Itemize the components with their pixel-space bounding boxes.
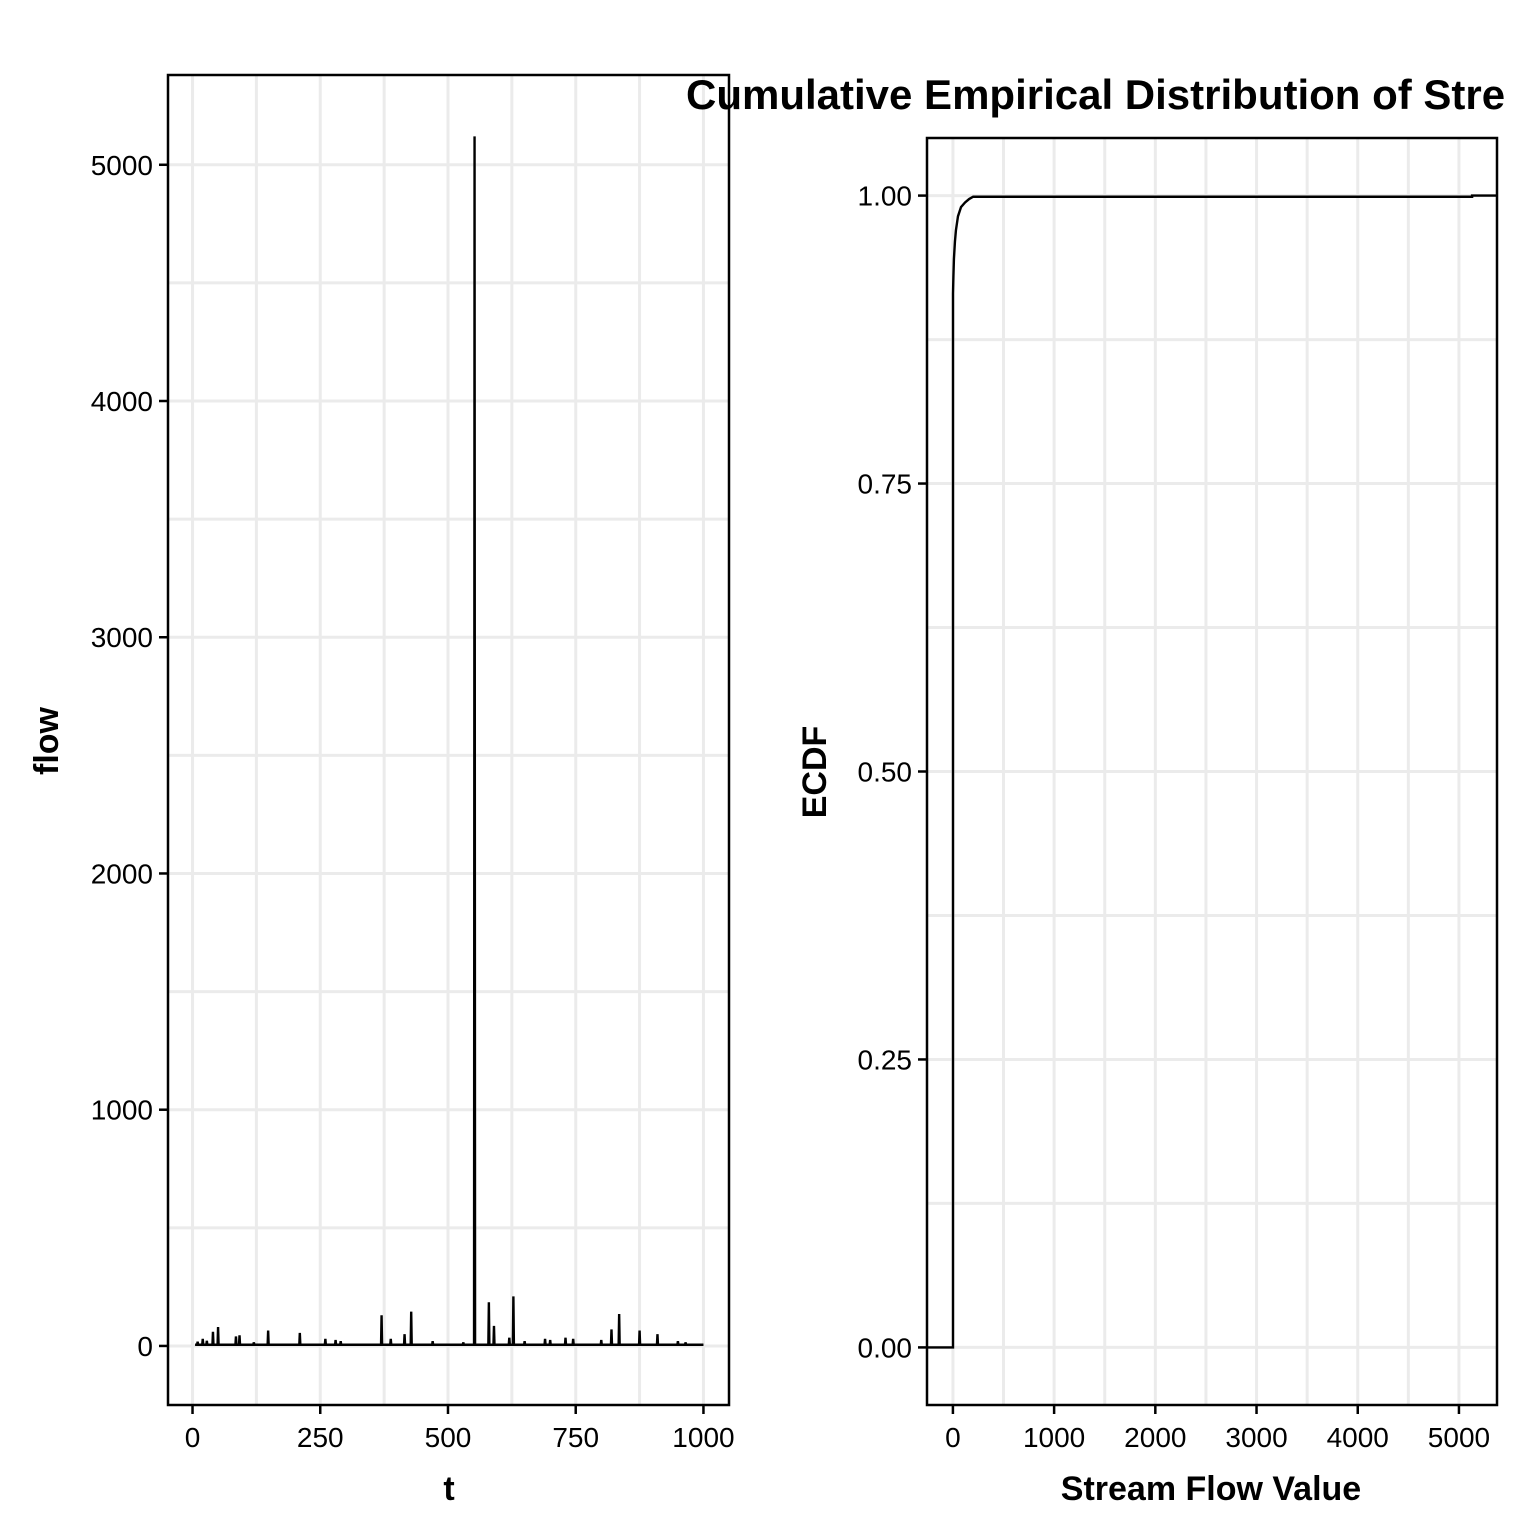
flow-x-tick-label: 750 [552, 1422, 599, 1453]
flow-y-tick-label: 5000 [91, 150, 153, 181]
ecdf-x-tick-label: 0 [945, 1422, 961, 1453]
flow-y-axis-title: flow [28, 706, 66, 775]
flow-y-tick-label: 0 [137, 1331, 153, 1362]
ecdf-y-tick-label: 0.50 [858, 757, 913, 788]
flow-x-tick-label: 250 [297, 1422, 344, 1453]
flow-y-tick-label: 1000 [91, 1095, 153, 1126]
ecdf-x-tick-label: 4000 [1327, 1422, 1389, 1453]
ecdf-y-axis: 0.00 0.25 0.50 0.75 1.00 [858, 181, 927, 1363]
ecdf-x-tick-label: 5000 [1428, 1422, 1490, 1453]
ecdf-x-tick-label: 1000 [1023, 1422, 1085, 1453]
ecdf-x-tick-label: 3000 [1225, 1422, 1287, 1453]
ecdf-panel: 0 1000 2000 3000 4000 5000 0.00 0.25 0.50 0.75 1.… [796, 136, 1499, 1508]
ecdf-series-line [927, 194, 1497, 1349]
flow-series-line [195, 136, 704, 1346]
flow-y-tick-label: 4000 [91, 386, 153, 417]
flow-x-tick-label: 1000 [672, 1422, 734, 1453]
flow-x-axis: 0 250 500 750 1000 [185, 1405, 735, 1453]
ecdf-chart-title: Cumulative Empirical Distribution of Str… [686, 71, 1505, 118]
ecdf-x-axis-title: Stream Flow Value [1061, 1470, 1361, 1508]
ecdf-y-axis-title: ECDF [796, 726, 834, 819]
ecdf-x-tick-label: 2000 [1124, 1422, 1186, 1453]
flow-y-axis: 0 1000 2000 3000 4000 5000 [91, 150, 168, 1362]
ecdf-y-tick-label: 0.25 [858, 1044, 913, 1075]
ecdf-y-tick-label: 0.75 [858, 469, 913, 500]
ecdf-grid [927, 138, 1497, 1405]
flow-x-axis-title: t [443, 1470, 454, 1508]
ecdf-x-axis: 0 1000 2000 3000 4000 5000 [945, 1405, 1490, 1453]
flow-grid [168, 75, 729, 1405]
flow-y-tick-label: 2000 [91, 858, 153, 889]
flow-x-tick-label: 0 [185, 1422, 201, 1453]
ecdf-y-tick-label: 0.00 [858, 1332, 913, 1363]
ecdf-y-tick-label: 1.00 [858, 181, 913, 212]
flow-y-tick-label: 3000 [91, 622, 153, 653]
flow-x-tick-label: 500 [425, 1422, 472, 1453]
flow-time-series-panel: 0 250 500 750 1000 0 1000 2000 3000 4000 5000 t f… [28, 73, 735, 1508]
